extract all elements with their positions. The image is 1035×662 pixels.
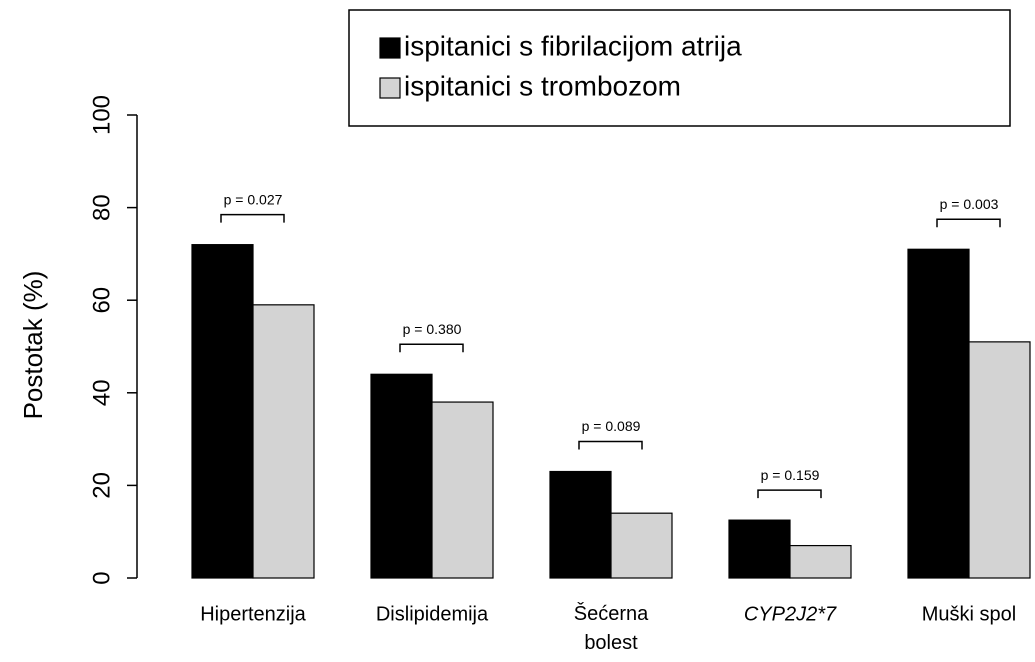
x-tick-label: Šećerna bolest <box>574 602 649 654</box>
p-value-annotation: p = 0.003 <box>940 196 999 212</box>
bar <box>549 470 612 579</box>
legend-label: ispitanici s fibrilacijom atrija <box>404 30 742 61</box>
bar <box>789 544 852 579</box>
legend-label: ispitanici s trombozom <box>404 70 681 101</box>
x-tick-label: Hipertenzija <box>200 603 306 625</box>
x-tick-label: Muški spol <box>922 603 1016 625</box>
y-tick-label: 40 <box>88 379 115 406</box>
y-tick-label: 100 <box>88 95 115 135</box>
y-tick-label: 60 <box>88 287 115 314</box>
p-value-annotation: p = 0.380 <box>403 321 462 337</box>
p-bracket <box>757 489 822 499</box>
x-tick-label: CYP2J2*7 <box>744 603 837 625</box>
legend-box <box>348 9 1011 127</box>
p-value-annotation: p = 0.159 <box>761 467 820 483</box>
p-value-annotation: p = 0.089 <box>582 418 641 434</box>
legend-swatch <box>379 37 401 59</box>
p-bracket <box>220 213 285 223</box>
bar <box>370 373 433 579</box>
bar <box>728 519 791 579</box>
y-tick-label: 0 <box>88 571 115 584</box>
p-bracket <box>399 343 464 353</box>
y-tick-label: 80 <box>88 194 115 221</box>
legend-swatch <box>379 77 401 99</box>
x-tick-label: Dislipidemija <box>376 603 489 625</box>
bar <box>191 244 254 579</box>
bar <box>968 341 1031 579</box>
y-axis-label: Postotak (%) <box>18 271 48 420</box>
p-bracket <box>578 440 643 450</box>
bar <box>252 304 315 579</box>
p-value-annotation: p = 0.027 <box>224 191 283 207</box>
p-bracket <box>936 218 1001 228</box>
y-tick-label: 20 <box>88 472 115 499</box>
bar <box>610 512 673 579</box>
bar <box>431 401 494 579</box>
bar <box>907 248 970 579</box>
